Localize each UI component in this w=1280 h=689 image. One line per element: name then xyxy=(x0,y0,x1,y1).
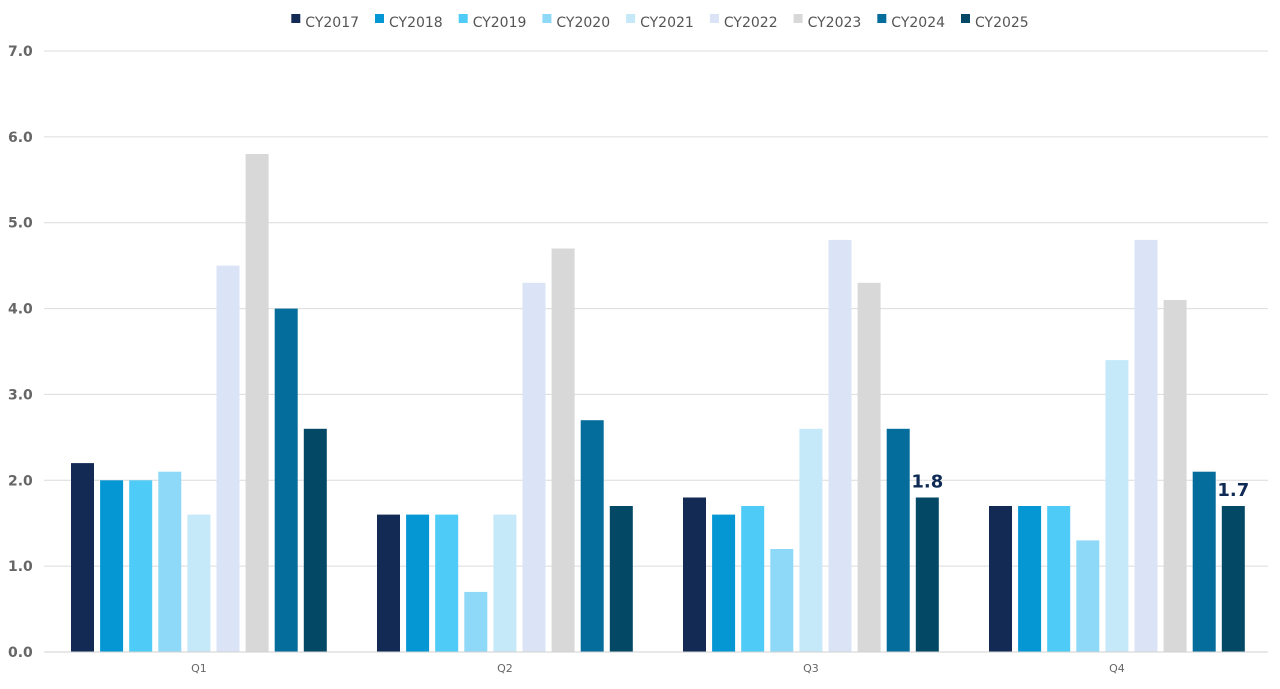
legend-label-cy2025: CY2025 xyxy=(975,15,1029,31)
x-axis: Q1 Q2 Q3 Q4 xyxy=(44,651,1268,675)
bar-cy2023-q4 xyxy=(1163,300,1187,652)
legend-swatch-cy2017 xyxy=(291,14,301,23)
y-tick-label: 2.0 xyxy=(8,473,33,489)
legend-item-cy2022[interactable]: CY2022 xyxy=(709,14,778,31)
y-axis: 0.0 1.0 2.0 3.0 4.0 5.0 6.0 7.0 xyxy=(8,44,33,661)
legend-label-cy2018: CY2018 xyxy=(389,15,443,31)
legend-label-cy2023: CY2023 xyxy=(808,15,862,31)
legend-item-cy2018[interactable]: CY2018 xyxy=(375,14,443,31)
legend-item-cy2025[interactable]: CY2025 xyxy=(961,14,1029,31)
bar-cy2025-q4 xyxy=(1221,506,1245,652)
bar-cy2018-q4 xyxy=(1018,506,1042,652)
bar-cy2021-q3 xyxy=(799,428,823,652)
bar-cy2019-q1 xyxy=(129,480,153,652)
bar-cy2018-q3 xyxy=(712,514,736,652)
bar-cy2018-q2 xyxy=(406,514,430,652)
y-tick-label: 7.0 xyxy=(8,44,33,60)
legend-item-cy2023[interactable]: CY2023 xyxy=(793,14,862,31)
legend-item-cy2020[interactable]: CY2020 xyxy=(542,14,610,31)
bar-cy2019-q2 xyxy=(435,514,459,652)
bar-cy2017-q2 xyxy=(377,514,400,652)
legend-swatch-cy2022 xyxy=(709,14,719,23)
bar-cy2019-q4 xyxy=(1047,506,1071,652)
legend-label-cy2017: CY2017 xyxy=(305,15,359,31)
bar-cy2023-q1 xyxy=(245,154,269,652)
data-labels: 1.8 1.7 xyxy=(911,472,1249,502)
legend-label-cy2019: CY2019 xyxy=(473,15,527,31)
legend-swatch-cy2025 xyxy=(961,14,970,23)
legend-label-cy2024: CY2024 xyxy=(891,15,945,31)
legend-swatch-cy2019 xyxy=(458,14,468,23)
bar-cy2022-q1 xyxy=(216,265,240,652)
x-tick-label-q1: Q1 xyxy=(191,662,207,675)
y-tick-label: 5.0 xyxy=(8,216,33,232)
bar-cy2022-q3 xyxy=(828,239,852,652)
bar-cy2019-q3 xyxy=(741,506,765,652)
data-label-cy2025-q3: 1.8 xyxy=(911,472,943,493)
bar-cy2023-q3 xyxy=(857,282,881,652)
y-tick-label: 1.0 xyxy=(8,559,33,575)
bars xyxy=(71,154,1245,652)
data-label-cy2025-q4: 1.7 xyxy=(1217,480,1249,501)
bar-cy2024-q2 xyxy=(580,420,604,652)
bar-cy2025-q2 xyxy=(609,506,633,652)
bar-cy2020-q1 xyxy=(158,471,182,652)
legend: CY2017 CY2018 CY2019 CY2020 CY2021 CY2022 CY20… xyxy=(291,14,1029,31)
bar-cy2025-q1 xyxy=(303,428,327,652)
bar-cy2017-q3 xyxy=(683,497,706,652)
y-tick-label: 3.0 xyxy=(8,387,33,403)
bar-cy2023-q2 xyxy=(551,248,575,652)
bar-cy2017-q4 xyxy=(989,506,1012,652)
y-tick-label: 0.0 xyxy=(8,645,33,661)
bar-cy2022-q4 xyxy=(1134,239,1158,652)
bar-cy2024-q1 xyxy=(274,308,298,652)
legend-label-cy2022: CY2022 xyxy=(724,15,778,31)
bar-cy2021-q1 xyxy=(187,514,211,652)
bar-cy2025-q3 xyxy=(915,497,939,652)
x-tick-label-q3: Q3 xyxy=(803,662,819,675)
bar-cy2022-q2 xyxy=(522,282,546,652)
y-tick-label: 6.0 xyxy=(8,130,33,146)
x-tick-label-q4: Q4 xyxy=(1109,662,1125,675)
bar-cy2018-q1 xyxy=(100,480,124,652)
bar-cy2024-q4 xyxy=(1192,471,1216,652)
legend-swatch-cy2023 xyxy=(793,14,803,23)
legend-item-cy2024[interactable]: CY2024 xyxy=(877,14,945,31)
legend-label-cy2020: CY2020 xyxy=(556,15,610,31)
bar-cy2024-q3 xyxy=(886,428,910,652)
bar-cy2021-q4 xyxy=(1105,360,1129,652)
bar-cy2020-q2 xyxy=(464,591,488,652)
bar-cy2021-q2 xyxy=(493,514,517,652)
y-tick-label: 4.0 xyxy=(8,302,33,318)
legend-swatch-cy2021 xyxy=(626,14,636,23)
legend-label-cy2021: CY2021 xyxy=(640,15,694,31)
bar-cy2017-q1 xyxy=(71,463,94,652)
legend-swatch-cy2024 xyxy=(877,14,887,23)
legend-swatch-cy2018 xyxy=(375,14,384,23)
legend-item-cy2017[interactable]: CY2017 xyxy=(291,14,359,31)
bar-cy2020-q3 xyxy=(770,549,794,652)
legend-item-cy2021[interactable]: CY2021 xyxy=(626,14,694,31)
x-tick-label-q2: Q2 xyxy=(497,662,513,675)
bar-cy2020-q4 xyxy=(1076,540,1100,652)
legend-item-cy2019[interactable]: CY2019 xyxy=(458,14,527,31)
legend-swatch-cy2020 xyxy=(542,14,552,23)
